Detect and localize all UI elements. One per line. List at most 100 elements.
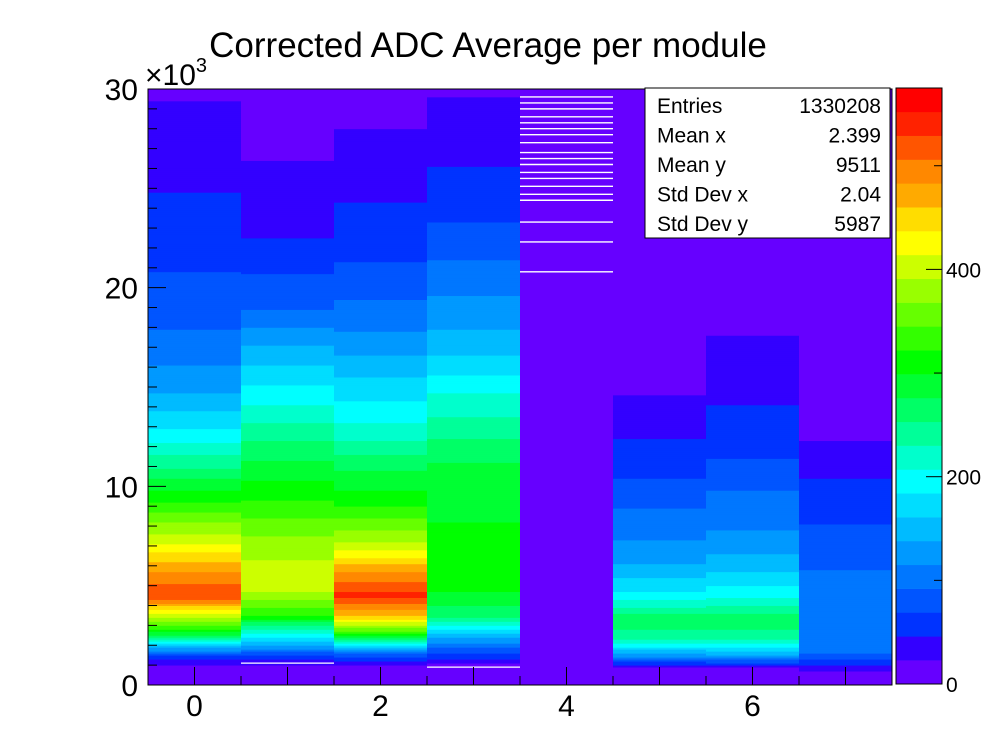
heatmap-cell	[148, 355, 241, 358]
heatmap-cell	[334, 543, 427, 547]
heatmap-cell	[613, 651, 706, 654]
heatmap-cell	[241, 120, 334, 124]
heatmap-cell	[427, 150, 520, 153]
heatmap-cell	[520, 488, 613, 491]
heatmap-cell	[613, 456, 706, 459]
heatmap-cell	[148, 607, 241, 610]
heatmap-cell	[148, 601, 241, 604]
heatmap-cell	[148, 353, 241, 356]
heatmap-cell	[241, 295, 334, 298]
heatmap-cell	[427, 343, 520, 346]
heatmap-cell	[706, 450, 799, 453]
heatmap-cell	[334, 313, 427, 316]
heatmap-cell	[334, 557, 427, 561]
colorbar-band	[896, 278, 942, 303]
heatmap-cell	[706, 547, 799, 551]
heatmap-cell	[613, 390, 706, 394]
heatmap-cell	[427, 561, 520, 565]
heatmap-cell	[706, 605, 799, 608]
heatmap-cell	[241, 251, 334, 255]
heatmap-cell	[427, 162, 520, 165]
heatmap-cell	[241, 516, 334, 519]
heatmap-cell	[427, 178, 520, 181]
heatmap-cell	[427, 571, 520, 575]
heatmap-cell	[334, 162, 427, 165]
heatmap-cell	[334, 573, 427, 577]
heatmap-cell	[241, 333, 334, 336]
heatmap-cell	[148, 587, 241, 591]
heatmap-cell	[799, 450, 892, 453]
heatmap-cell	[334, 184, 427, 187]
heatmap-cell	[427, 418, 520, 422]
heatmap-cell	[706, 325, 799, 328]
heatmap-cell	[427, 110, 520, 114]
heatmap-cell	[427, 526, 520, 529]
heatmap-cell	[613, 617, 706, 620]
heatmap-cell	[148, 202, 241, 205]
heatmap-cell	[427, 283, 520, 287]
heatmap-cell	[520, 480, 613, 483]
heatmap-cell	[520, 404, 613, 408]
heatmap-cell	[427, 534, 520, 537]
heatmap-cell	[520, 645, 613, 648]
heatmap-cell	[613, 478, 706, 481]
heatmap-cell	[148, 420, 241, 424]
heatmap-cell	[334, 311, 427, 314]
heatmap-cell	[334, 460, 427, 463]
heatmap-cell	[427, 603, 520, 606]
heatmap-cell	[334, 232, 427, 235]
heatmap-cell	[706, 623, 799, 626]
heatmap-cell	[427, 627, 520, 630]
heatmap-cell	[427, 420, 520, 424]
heatmap-cell	[241, 605, 334, 608]
heatmap-cell	[148, 508, 241, 511]
heatmap-cell	[799, 561, 892, 565]
heatmap-cell	[241, 253, 334, 257]
heatmap-cell	[799, 512, 892, 515]
heatmap-cell	[799, 659, 892, 662]
heatmap-cell	[613, 412, 706, 416]
heatmap-cell	[241, 432, 334, 436]
heatmap-cell	[613, 532, 706, 535]
heatmap-cell	[427, 243, 520, 247]
heatmap-cell	[520, 456, 613, 459]
stats-value: 2.399	[828, 125, 881, 148]
heatmap-cell	[613, 466, 706, 469]
heatmap-cell	[427, 287, 520, 291]
heatmap-cell	[148, 126, 241, 130]
heatmap-cell	[334, 414, 427, 418]
heatmap-cell	[706, 385, 799, 388]
heatmap-cell	[241, 241, 334, 245]
heatmap-cell	[706, 355, 799, 358]
heatmap-cell	[148, 432, 241, 436]
heatmap-cell	[520, 528, 613, 531]
heatmap-cell	[334, 176, 427, 179]
heatmap-cell	[241, 170, 334, 173]
heatmap-cell	[427, 432, 520, 436]
heatmap-cell	[334, 536, 427, 539]
heatmap-cell	[613, 426, 706, 430]
heatmap-cell	[613, 605, 706, 608]
heatmap-cell	[148, 561, 241, 565]
heatmap-cell	[148, 633, 241, 636]
heatmap-cell	[334, 188, 427, 191]
heatmap-cell	[148, 573, 241, 577]
heatmap-cell	[706, 351, 799, 354]
heatmap-cell	[799, 595, 892, 598]
heatmap-cell	[148, 595, 241, 598]
heatmap-cell	[427, 367, 520, 370]
heatmap-cell	[334, 420, 427, 424]
heatmap-cell	[520, 381, 613, 384]
heatmap-cell	[799, 577, 892, 581]
heatmap-cell	[148, 581, 241, 585]
heatmap-cell	[334, 381, 427, 384]
heatmap-cell	[148, 337, 241, 340]
heatmap-cell	[520, 367, 613, 370]
heatmap-cell	[148, 520, 241, 523]
heatmap-cell	[613, 649, 706, 652]
heatmap-cell	[613, 371, 706, 374]
heatmap-cell	[706, 659, 799, 662]
heatmap-cell	[241, 492, 334, 495]
heatmap-cell	[148, 476, 241, 479]
heatmap-cell	[427, 182, 520, 185]
